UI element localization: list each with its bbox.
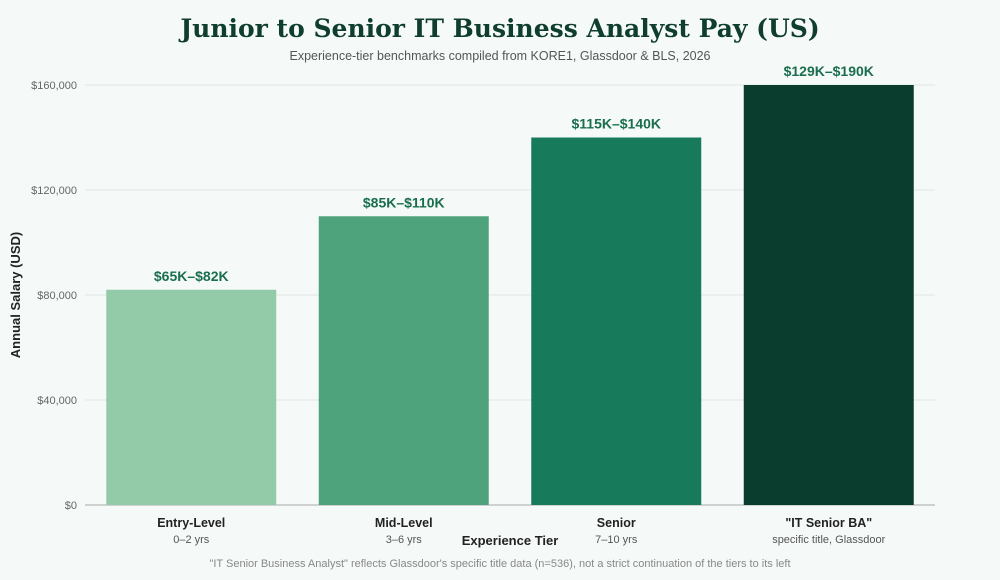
bar-value-label: $65K–$82K	[154, 268, 229, 284]
bar-value-label: $129K–$190K	[784, 63, 874, 79]
y-tick-label: $40,000	[37, 395, 77, 407]
bar	[318, 216, 489, 505]
x-tick-label: Mid-Level	[375, 516, 433, 530]
chart-title: Junior to Senior IT Business Analyst Pay…	[180, 14, 820, 43]
y-tick-label: $80,000	[37, 290, 77, 302]
y-tick-label: $0	[65, 500, 77, 512]
x-axis-title: Experience Tier	[462, 533, 559, 548]
chart-footnote: "IT Senior Business Analyst" reflects Gl…	[209, 558, 791, 570]
bar	[743, 85, 914, 505]
bar-value-label: $115K–$140K	[571, 116, 661, 132]
y-axis-title: Annual Salary (USD)	[8, 232, 23, 358]
x-tick-sublabel: 3–6 yrs	[386, 534, 423, 546]
x-tick-sublabel: specific title, Glassdoor	[772, 534, 885, 546]
bar	[531, 137, 702, 505]
bar	[106, 289, 277, 505]
bar-value-label: $85K–$110K	[363, 194, 445, 210]
x-tick-label: "IT Senior BA"	[785, 516, 872, 530]
y-tick-label: $120,000	[31, 185, 77, 197]
x-tick-sublabel: 0–2 yrs	[173, 534, 210, 546]
x-tick-sublabel: 7–10 yrs	[595, 534, 638, 546]
chart-subtitle: Experience-tier benchmarks compiled from…	[289, 49, 711, 63]
x-tick-label: Entry-Level	[157, 516, 225, 530]
x-tick-label: Senior	[597, 516, 636, 530]
y-tick-label: $160,000	[31, 80, 77, 92]
